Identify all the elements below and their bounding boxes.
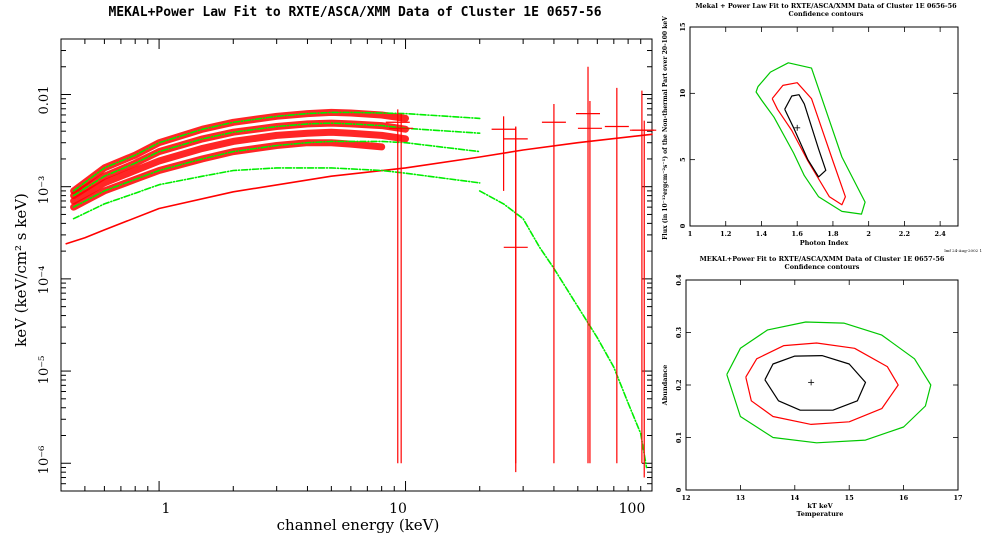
spectrum-y-tick-1e-3: 10⁻³ <box>37 176 52 205</box>
contour2-y-tick-label: 0.3 <box>675 326 683 338</box>
contour2-series <box>726 321 932 444</box>
spectrum-y-tick-1e-5: 10⁻⁵ <box>37 356 52 385</box>
contour1-y-tick-label: 15 <box>679 22 687 32</box>
contour2-y-tick-labels: 0 0.1 0.2 0.3 0.4 <box>675 274 683 492</box>
contour1-ticks <box>689 26 958 227</box>
contour1-x-tick-label: 2.2 <box>899 230 910 238</box>
contour2-title: MEKAL+Power Fit to RXTE/ASCA/XMM Data of… <box>700 255 945 263</box>
contour1-x-tick-label: 2.4 <box>934 230 946 238</box>
contour2-subtitle: Confidence contours <box>785 263 860 271</box>
spectrum-model-line-6 <box>72 122 481 197</box>
contour1-stamp: lmf 24-Aug-2002 1 <box>944 248 982 253</box>
contour-chart-temperature: MEKAL+Power Fit to RXTE/ASCA/XMM Data of… <box>661 255 963 518</box>
spectrum-model-line-8 <box>72 167 481 220</box>
contour1-series <box>755 62 866 215</box>
contour2-x-label-units: kT keV <box>807 502 833 510</box>
contour2-y-label: Abundance <box>661 365 669 407</box>
contour-chart-photon-index: Mekal + Power Law Fit to RXTE/ASCA/XMM D… <box>662 2 982 253</box>
contour1-x-tick-label: 1.2 <box>720 230 731 238</box>
contour1-subtitle: Confidence contours <box>789 10 864 18</box>
contour1-y-tick-labels: 0 5 10 15 <box>679 22 687 228</box>
contour1-x-tick-label: 1.6 <box>792 230 804 238</box>
spectrum-ticks <box>60 38 653 492</box>
contour1-contour-2 <box>784 94 827 178</box>
contour2-x-tick-label: 15 <box>845 494 855 502</box>
contour2-contour-0 <box>726 321 932 444</box>
contour1-x-tick-labels: 1 1.2 1.4 1.6 1.8 2 2.2 2.4 <box>688 230 947 238</box>
contour2-y-tick-label: 0.2 <box>675 379 683 390</box>
contour2-x-tick-label: 12 <box>681 494 690 502</box>
spectrum-plot-frame <box>60 38 653 492</box>
contour1-x-tick-label: 1.4 <box>756 230 768 238</box>
contour2-x-tick-label: 16 <box>899 494 909 502</box>
contour2-plot-frame <box>685 279 959 491</box>
spectrum-model-line-7 <box>72 140 481 208</box>
contour2-x-tick-label: 17 <box>953 494 962 502</box>
contour1-x-tick-label: 1 <box>688 230 693 238</box>
spectrum-errorbars <box>385 66 657 478</box>
spectrum-y-tick-1e-6: 10⁻⁶ <box>37 446 52 475</box>
contour1-y-tick-label: 10 <box>679 88 687 98</box>
spectrum-model-line-4 <box>65 133 653 245</box>
spectrum-title: MEKAL+Power Law Fit to RXTE/ASCA/XMM Dat… <box>108 5 601 20</box>
contour2-x-label: Temperature <box>797 510 844 518</box>
contour1-y-tick-label: 5 <box>679 157 687 162</box>
contour1-x-label: Photon Index <box>800 239 849 247</box>
contour1-plot-frame <box>689 26 959 227</box>
contour1-y-label: Flux (in 10⁻¹²ergcm⁻²s⁻¹) of the Non-the… <box>662 16 669 240</box>
contour1-contour-1 <box>771 82 847 206</box>
contour1-title: Mekal + Power Law Fit to RXTE/ASCA/XMM D… <box>695 2 957 10</box>
contour2-x-tick-labels: 12 13 14 15 16 17 <box>681 494 962 502</box>
spectrum-x-tick-1: 1 <box>162 501 171 517</box>
spectrum-data-band-2 <box>70 128 409 205</box>
contour1-x-tick-label: 1.8 <box>827 230 839 238</box>
spectrum-series <box>65 108 653 469</box>
contour1-y-tick-label: 0 <box>679 223 687 228</box>
contour2-x-tick-label: 13 <box>736 494 746 502</box>
contour1-x-tick-label: 2 <box>866 230 871 238</box>
spectrum-x-tick-100: 100 <box>619 501 646 517</box>
contour2-ticks <box>685 279 959 491</box>
spectrum-model-line-9 <box>478 190 648 469</box>
contour2-y-tick-label: 0.4 <box>675 274 683 286</box>
spectrum-x-tick-10: 10 <box>389 501 407 517</box>
spectrum-chart: MEKAL+Power Law Fit to RXTE/ASCA/XMM Dat… <box>12 5 657 534</box>
spectrum-y-tick-0.01: 0.01 <box>37 86 52 115</box>
spectrum-y-label: keV (keV/cm² s keV) <box>12 193 30 347</box>
spectrum-y-tick-1e-4: 10⁻⁴ <box>37 266 52 295</box>
contour2-contour-1 <box>745 342 899 425</box>
contour2-x-tick-label: 14 <box>790 494 800 502</box>
spectrum-model-line-5 <box>72 111 481 192</box>
contour1-contour-0 <box>755 62 866 215</box>
contour2-y-tick-label: 0.1 <box>675 432 683 443</box>
contour2-contour-2 <box>764 355 867 411</box>
contour2-y-tick-label: 0 <box>675 487 683 492</box>
spectrum-x-label: channel energy (keV) <box>277 516 440 534</box>
